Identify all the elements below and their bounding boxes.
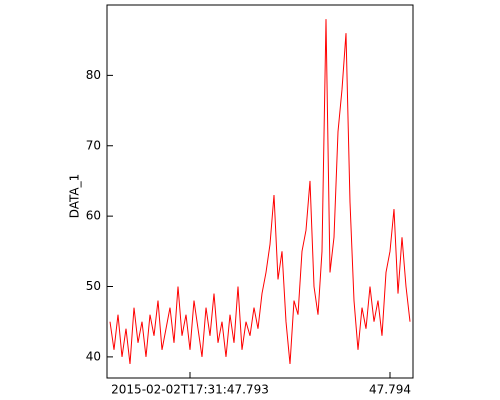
data-line xyxy=(109,19,411,364)
y-axis-label: DATA_1 xyxy=(68,174,82,219)
y-tick-label: 80 xyxy=(86,68,101,82)
y-tick-label: 70 xyxy=(86,138,101,152)
y-tick-label: 50 xyxy=(86,279,101,293)
y-tick-label: 60 xyxy=(86,209,101,223)
y-tick-label: 40 xyxy=(86,349,101,363)
x-tick-label: 47.794 xyxy=(369,383,411,397)
x-tick-label: 2015-02-02T17:31:47.793 xyxy=(111,383,269,397)
plot-frame xyxy=(106,4,414,379)
